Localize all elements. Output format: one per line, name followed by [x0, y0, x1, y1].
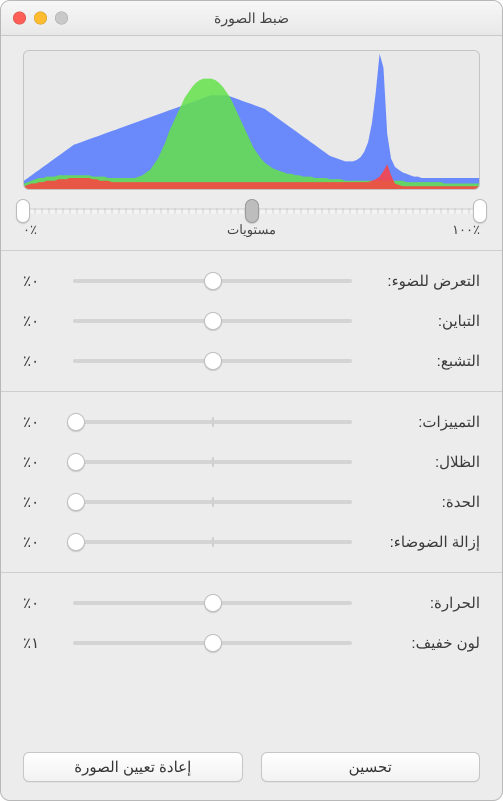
- highlights-row: التمييزات: ٪٠: [23, 402, 480, 442]
- enhance-button[interactable]: تحسين: [261, 752, 481, 782]
- minimize-icon[interactable]: [34, 12, 47, 25]
- exposure-thumb[interactable]: [204, 272, 222, 290]
- saturation-value: ٪٠: [23, 352, 57, 370]
- saturation-thumb[interactable]: [204, 352, 222, 370]
- contrast-thumb[interactable]: [204, 312, 222, 330]
- divider: [1, 572, 502, 573]
- tint-slider[interactable]: [67, 633, 358, 653]
- denoise-slider[interactable]: [67, 532, 358, 552]
- denoise-value: ٪٠: [23, 533, 57, 551]
- traffic-lights: [13, 12, 68, 25]
- histogram: [23, 50, 480, 190]
- tint-row: لون خفيف: ٪١: [23, 623, 480, 663]
- exposure-slider[interactable]: [67, 271, 358, 291]
- denoise-label: إزالة الضوضاء:: [368, 533, 480, 551]
- zoom-icon[interactable]: [55, 12, 68, 25]
- tint-label: لون خفيف:: [368, 634, 480, 652]
- levels-black-thumb[interactable]: [473, 199, 487, 223]
- highlights-value: ٪٠: [23, 413, 57, 431]
- highlights-label: التمييزات:: [368, 413, 480, 431]
- levels-control: ٪١٠٠ مستويات ٪٠: [23, 194, 480, 240]
- temperature-value: ٪٠: [23, 594, 57, 612]
- levels-label-0: ٪٠: [23, 222, 37, 238]
- temperature-row: الحرارة: ٪٠: [23, 583, 480, 623]
- saturation-row: التشبع: ٪٠: [23, 341, 480, 381]
- sharpness-slider[interactable]: [67, 492, 358, 512]
- sharpness-value: ٪٠: [23, 493, 57, 511]
- exposure-value: ٪٠: [23, 272, 57, 290]
- close-icon[interactable]: [13, 12, 26, 25]
- levels-mid-thumb[interactable]: [245, 199, 259, 223]
- contrast-value: ٪٠: [23, 312, 57, 330]
- contrast-slider[interactable]: [67, 311, 358, 331]
- content-area: ٪١٠٠ مستويات ٪٠ التعرض للضوء: ٪٠ التباين: ٪…: [1, 36, 502, 800]
- temperature-thumb[interactable]: [204, 594, 222, 612]
- shadows-row: الظلال: ٪٠: [23, 442, 480, 482]
- tint-value: ٪١: [23, 634, 57, 652]
- highlights-slider[interactable]: [67, 412, 358, 432]
- button-row: تحسين إعادة تعيين الصورة: [23, 752, 480, 782]
- levels-label-center: مستويات: [227, 222, 276, 238]
- divider: [1, 250, 502, 251]
- shadows-thumb[interactable]: [67, 453, 85, 471]
- saturation-label: التشبع:: [368, 352, 480, 370]
- divider: [1, 391, 502, 392]
- shadows-label: الظلال:: [368, 453, 480, 471]
- temperature-label: الحرارة:: [368, 594, 480, 612]
- contrast-row: التباين: ٪٠: [23, 301, 480, 341]
- denoise-thumb[interactable]: [67, 533, 85, 551]
- levels-track[interactable]: [23, 202, 480, 220]
- saturation-slider[interactable]: [67, 351, 358, 371]
- levels-labels: ٪١٠٠ مستويات ٪٠: [23, 222, 480, 238]
- highlights-thumb[interactable]: [67, 413, 85, 431]
- contrast-label: التباين:: [368, 312, 480, 330]
- sharpness-label: الحدة:: [368, 493, 480, 511]
- slider-rows: التعرض للضوء:٪٠التباين:٪٠التشبع:٪٠التميي…: [23, 261, 480, 663]
- denoise-row: إزالة الضوضاء: ٪٠: [23, 522, 480, 562]
- exposure-row: التعرض للضوء: ٪٠: [23, 261, 480, 301]
- tint-thumb[interactable]: [204, 634, 222, 652]
- exposure-label: التعرض للضوء:: [368, 272, 480, 290]
- levels-label-100: ٪١٠٠: [452, 222, 480, 238]
- reset-image-button[interactable]: إعادة تعيين الصورة: [23, 752, 243, 782]
- titlebar[interactable]: ضبط الصورة: [1, 1, 502, 36]
- shadows-value: ٪٠: [23, 453, 57, 471]
- levels-white-thumb[interactable]: [16, 199, 30, 223]
- sharpness-thumb[interactable]: [67, 493, 85, 511]
- shadows-slider[interactable]: [67, 452, 358, 472]
- sharpness-row: الحدة: ٪٠: [23, 482, 480, 522]
- temperature-slider[interactable]: [67, 593, 358, 613]
- window-title: ضبط الصورة: [214, 10, 289, 27]
- adjust-image-window: ضبط الصورة ٪١٠٠ مستويات ٪٠ التعرض للضوء:…: [0, 0, 503, 801]
